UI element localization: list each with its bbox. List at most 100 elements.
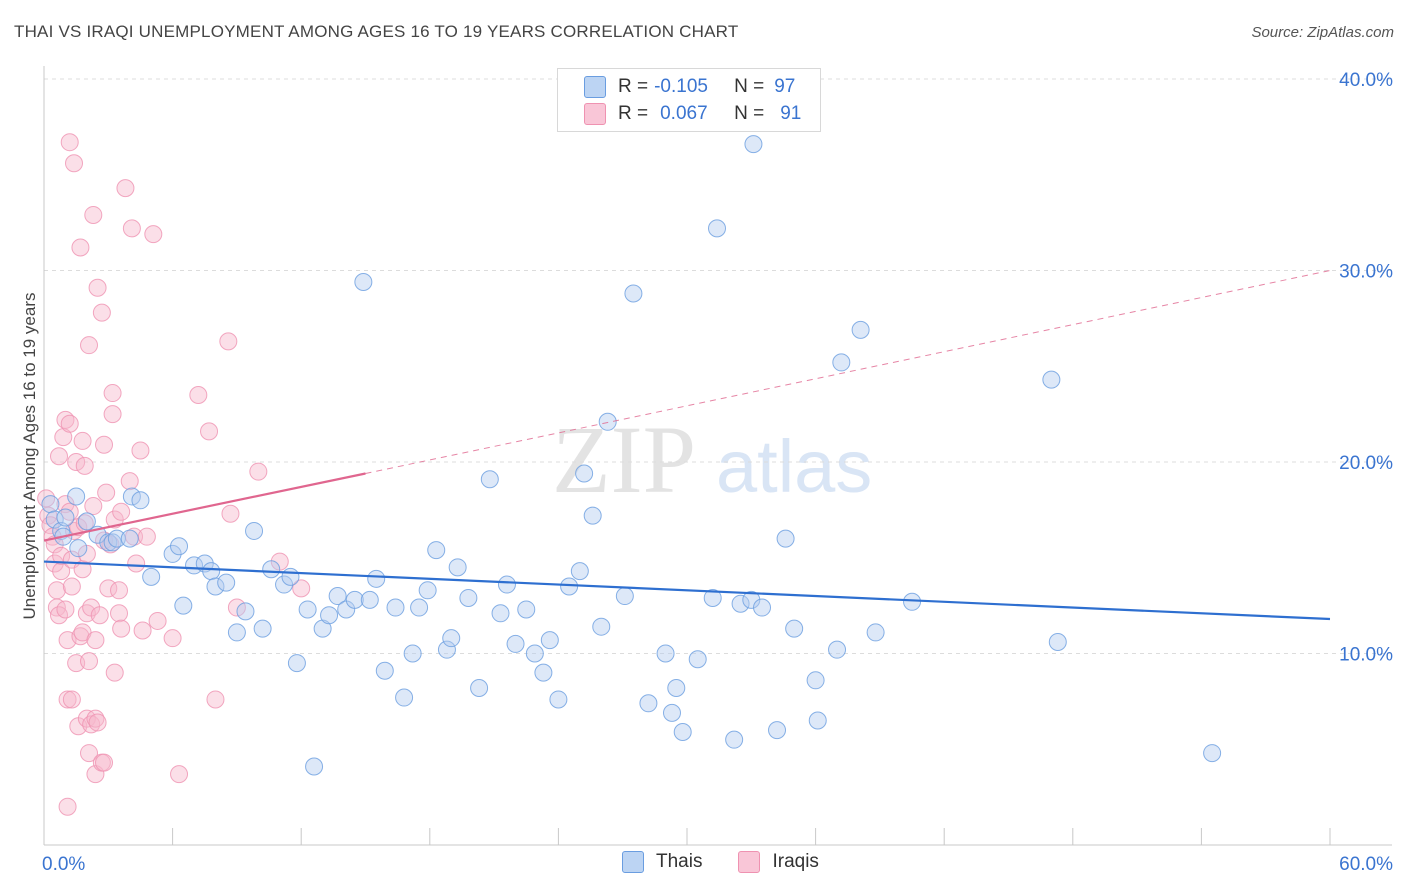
thai-point xyxy=(540,631,559,650)
thai-point xyxy=(69,539,88,558)
thai-point xyxy=(298,600,317,619)
thai-point xyxy=(742,590,761,609)
legend-n-label: N = xyxy=(734,103,765,124)
iraqi-point xyxy=(58,797,77,816)
iraqi-point xyxy=(163,629,182,648)
axes xyxy=(43,66,1392,846)
thai-point xyxy=(437,640,456,659)
thai-point xyxy=(131,491,150,510)
thai-point xyxy=(575,464,594,483)
iraqi-point xyxy=(110,581,129,600)
iraqi-point xyxy=(56,600,75,619)
iraqi-point xyxy=(189,385,208,404)
iraqi-point xyxy=(200,422,219,441)
thai-point xyxy=(320,606,339,625)
iraqi-point xyxy=(65,154,84,173)
thai-point xyxy=(107,529,126,548)
thai-point xyxy=(583,506,602,525)
thai-point xyxy=(217,573,236,592)
thai-point xyxy=(67,487,86,506)
iraqi-point xyxy=(71,238,90,257)
thai-point xyxy=(480,470,499,489)
iraqi-point xyxy=(112,619,131,638)
thai-point xyxy=(688,650,707,669)
iraqi-point xyxy=(206,690,225,709)
iraqi-point xyxy=(127,554,146,573)
iraqi-point xyxy=(60,414,79,433)
chart-title: THAI VS IRAQI UNEMPLOYMENT AMONG AGES 16… xyxy=(14,22,739,41)
watermark: ZIP atlas xyxy=(552,406,872,513)
thai-point xyxy=(262,560,281,579)
legend-n-value-thais: 97 xyxy=(774,76,796,97)
thai-point xyxy=(768,721,787,740)
thai-point xyxy=(615,587,634,606)
iraqi-point xyxy=(60,133,79,152)
thai-point xyxy=(851,320,870,339)
thai-point xyxy=(281,567,300,586)
thai-point xyxy=(506,634,525,653)
iraqi-point xyxy=(52,546,71,565)
thai-point xyxy=(375,661,394,680)
grid-lines xyxy=(44,78,1392,654)
iraqi-point xyxy=(221,504,240,523)
legend-box: R = -0.105 N = 97 R = 0.067 N = 91 xyxy=(557,68,821,132)
iraqi-point xyxy=(73,431,92,450)
thai-point xyxy=(560,577,579,596)
iraqi-point xyxy=(116,179,135,198)
legend-r-label: R = xyxy=(618,76,649,97)
thai-point xyxy=(403,644,422,663)
iraqi-point xyxy=(80,652,99,671)
thai-point xyxy=(806,671,825,690)
iraqi-point xyxy=(97,483,116,502)
iraqi-point xyxy=(148,611,167,630)
thai-point xyxy=(354,272,373,291)
thai-point xyxy=(662,703,681,722)
thai-point xyxy=(491,604,510,623)
iraqi-point xyxy=(103,384,122,403)
iraqis-trend-line xyxy=(43,472,366,542)
thai-point xyxy=(903,592,922,611)
thai-point xyxy=(56,508,75,527)
thai-point xyxy=(1042,370,1061,389)
iraqi-point xyxy=(120,472,139,491)
series-legend-thais[interactable]: Thais xyxy=(622,851,702,873)
thai-point xyxy=(1203,744,1222,763)
thai-point xyxy=(776,529,795,548)
thai-point xyxy=(497,575,516,594)
series-swatch-iraqis xyxy=(738,851,761,873)
series-legend-iraqis[interactable]: Iraqis xyxy=(738,851,819,873)
tick-labels: 10.0% 20.0% 30.0% 40.0% 0.0% 60.0% xyxy=(42,70,1393,875)
thai-point xyxy=(345,590,364,609)
legend-n-value-iraqis: 91 xyxy=(780,103,802,124)
series-label-iraqis: Iraqis xyxy=(772,851,819,872)
thai-point xyxy=(1048,633,1067,652)
thai-point xyxy=(202,562,221,581)
thai-point xyxy=(174,596,193,615)
iraqi-point xyxy=(112,502,131,521)
thai-point xyxy=(427,541,446,560)
thai-point xyxy=(744,135,763,154)
thai-point xyxy=(287,654,306,673)
iraqi-point xyxy=(170,765,189,784)
iraqi-point xyxy=(95,753,114,772)
iraqi-point xyxy=(62,577,81,596)
iraqi-point xyxy=(80,336,99,355)
legend-row-thais: R = -0.105 N = 97 xyxy=(584,73,795,101)
source-label: Source: ZipAtlas.com xyxy=(1251,24,1394,41)
iraqi-point xyxy=(92,303,111,322)
thai-point xyxy=(41,495,60,514)
thai-point xyxy=(206,577,225,596)
iraqi-point xyxy=(50,447,69,466)
iraqi-point xyxy=(86,631,105,650)
iraqi-point xyxy=(137,527,156,546)
x-tick-label: 60.0% xyxy=(1339,854,1393,875)
thai-point xyxy=(442,629,461,648)
iraqi-point xyxy=(84,497,103,516)
legend-r-value-thais: -0.105 xyxy=(654,76,708,97)
thai-point xyxy=(227,623,246,642)
thais-points xyxy=(41,135,1222,776)
y-tick-label: 20.0% xyxy=(1339,453,1393,474)
iraqi-point xyxy=(84,205,103,224)
iraqi-point xyxy=(105,510,124,529)
